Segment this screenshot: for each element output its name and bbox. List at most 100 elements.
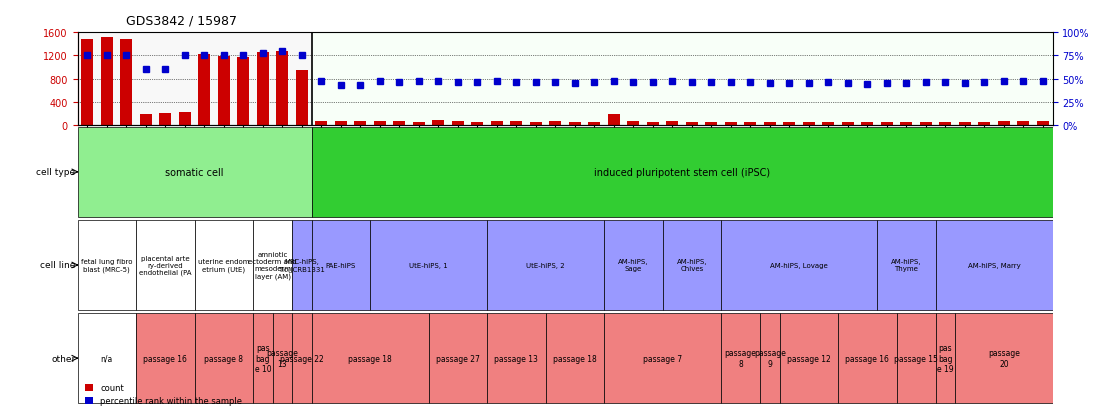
Bar <box>355 122 366 126</box>
Text: passage
20: passage 20 <box>988 349 1019 368</box>
FancyBboxPatch shape <box>253 314 273 403</box>
Text: passage 16: passage 16 <box>143 354 187 363</box>
Bar <box>257 53 268 126</box>
Bar <box>311 33 1053 126</box>
FancyBboxPatch shape <box>78 221 136 310</box>
Text: passage
13: passage 13 <box>266 349 298 368</box>
Bar <box>82 40 93 126</box>
FancyBboxPatch shape <box>896 314 935 403</box>
Text: passage
8: passage 8 <box>725 349 757 368</box>
Text: PAE-hiPS: PAE-hiPS <box>326 262 356 268</box>
Text: passage 8: passage 8 <box>204 354 244 363</box>
Bar <box>121 39 132 126</box>
Bar <box>901 123 912 126</box>
Text: passage 22: passage 22 <box>280 354 324 363</box>
FancyBboxPatch shape <box>195 221 253 310</box>
FancyBboxPatch shape <box>253 221 293 310</box>
Bar <box>160 114 171 126</box>
Bar <box>277 52 288 126</box>
Bar <box>550 122 561 126</box>
Text: GDS3842 / 15987: GDS3842 / 15987 <box>126 15 237 28</box>
FancyBboxPatch shape <box>488 221 604 310</box>
Bar <box>822 123 834 126</box>
FancyBboxPatch shape <box>935 314 955 403</box>
Bar <box>608 114 619 126</box>
Bar <box>978 123 991 126</box>
Bar <box>783 123 796 126</box>
Bar <box>803 123 814 126</box>
Bar <box>570 123 581 126</box>
FancyBboxPatch shape <box>311 314 429 403</box>
Bar <box>725 123 737 126</box>
Text: pas
bag
e 19: pas bag e 19 <box>937 344 954 373</box>
Bar <box>218 57 229 126</box>
Text: uterine endom
etrium (UtE): uterine endom etrium (UtE) <box>198 259 249 272</box>
Bar <box>588 123 601 126</box>
Text: somatic cell: somatic cell <box>165 167 224 178</box>
Text: AM-hiPS,
Chives: AM-hiPS, Chives <box>677 259 707 272</box>
Text: n/a: n/a <box>101 354 113 363</box>
Bar <box>78 33 311 126</box>
Bar <box>881 123 893 126</box>
FancyBboxPatch shape <box>955 314 1053 403</box>
FancyBboxPatch shape <box>293 314 311 403</box>
Bar <box>472 123 483 126</box>
FancyBboxPatch shape <box>663 221 721 310</box>
Bar <box>940 123 951 126</box>
FancyBboxPatch shape <box>604 221 663 310</box>
Bar <box>686 123 698 126</box>
Bar <box>647 123 658 126</box>
Text: UtE-hiPS, 1: UtE-hiPS, 1 <box>409 262 448 268</box>
Bar <box>765 123 776 126</box>
Bar <box>745 123 756 126</box>
Bar <box>706 123 717 126</box>
FancyBboxPatch shape <box>780 314 838 403</box>
Text: passage 18: passage 18 <box>553 354 597 363</box>
Text: placental arte
ry-derived
endothelial (PA: placental arte ry-derived endothelial (P… <box>140 255 192 275</box>
Bar <box>140 114 152 126</box>
Bar <box>237 57 249 126</box>
Text: passage 18: passage 18 <box>348 354 392 363</box>
Text: UtE-hiPS, 2: UtE-hiPS, 2 <box>526 262 565 268</box>
Text: pas
bag
e 10: pas bag e 10 <box>255 344 271 373</box>
Text: passage
9: passage 9 <box>753 349 786 368</box>
Text: AM-hiPS,
Thyme: AM-hiPS, Thyme <box>891 259 922 272</box>
Text: induced pluripotent stem cell (iPSC): induced pluripotent stem cell (iPSC) <box>594 167 770 178</box>
FancyBboxPatch shape <box>273 314 293 403</box>
Text: passage 27: passage 27 <box>435 354 480 363</box>
Bar <box>432 121 444 126</box>
Bar <box>491 121 503 126</box>
FancyBboxPatch shape <box>721 314 760 403</box>
Bar <box>998 121 1009 126</box>
Text: passage 12: passage 12 <box>787 354 831 363</box>
Text: fetal lung fibro
blast (MRC-5): fetal lung fibro blast (MRC-5) <box>81 259 133 272</box>
Text: passage 15: passage 15 <box>894 354 938 363</box>
FancyBboxPatch shape <box>429 314 488 403</box>
Bar <box>1017 122 1029 126</box>
FancyBboxPatch shape <box>370 221 488 310</box>
Text: passage 16: passage 16 <box>845 354 890 363</box>
Bar <box>375 122 386 126</box>
Bar <box>511 122 522 126</box>
Bar <box>667 122 678 126</box>
FancyBboxPatch shape <box>488 314 545 403</box>
Text: AM-hiPS, Lovage: AM-hiPS, Lovage <box>770 262 828 268</box>
Text: other: other <box>51 354 75 363</box>
Bar <box>1037 121 1048 126</box>
FancyBboxPatch shape <box>311 128 1053 217</box>
Bar <box>198 55 211 126</box>
FancyBboxPatch shape <box>838 314 896 403</box>
Bar <box>413 123 424 126</box>
FancyBboxPatch shape <box>136 314 195 403</box>
Bar <box>179 113 191 126</box>
FancyBboxPatch shape <box>311 221 370 310</box>
Bar <box>335 121 347 126</box>
FancyBboxPatch shape <box>78 314 136 403</box>
Bar <box>452 122 463 126</box>
Text: MRC-hiPS,
Tic(JCRB1331: MRC-hiPS, Tic(JCRB1331 <box>278 259 326 272</box>
Bar <box>920 123 932 126</box>
FancyBboxPatch shape <box>195 314 253 403</box>
Bar <box>842 123 853 126</box>
Bar <box>296 71 308 126</box>
Bar <box>101 38 113 126</box>
